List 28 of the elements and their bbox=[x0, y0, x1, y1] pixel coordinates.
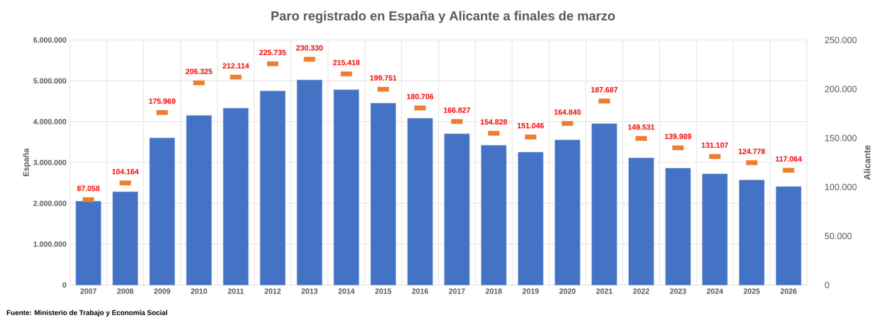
bar bbox=[370, 103, 396, 286]
bar bbox=[112, 192, 138, 286]
bar bbox=[223, 108, 249, 286]
y2-tick-label: 50.000 bbox=[824, 232, 852, 240]
bar bbox=[518, 152, 544, 286]
bar bbox=[296, 80, 322, 286]
y2-tick-label: 250.000 bbox=[824, 36, 857, 44]
bar bbox=[702, 174, 728, 286]
y2-tick-label: 100.000 bbox=[825, 184, 857, 190]
bar bbox=[260, 90, 286, 286]
bar bbox=[407, 118, 433, 286]
bar bbox=[628, 158, 654, 286]
bar bbox=[739, 180, 764, 286]
bar bbox=[76, 201, 102, 286]
bar bbox=[481, 145, 506, 286]
bar bbox=[554, 140, 580, 286]
y2-tick-label: 150.000 bbox=[825, 134, 857, 142]
chart-title: Paro registrado en España y Alicante a finales de marzo bbox=[271, 10, 615, 24]
y2-tick-label: 0 bbox=[824, 282, 830, 288]
bar bbox=[776, 186, 802, 286]
bar bbox=[186, 115, 212, 286]
y2-tick-label: 200.000 bbox=[824, 86, 857, 92]
bar bbox=[665, 168, 691, 286]
y2-axis-title: Alicante bbox=[864, 145, 870, 180]
bar bbox=[592, 124, 618, 286]
bar bbox=[149, 138, 175, 286]
bar bbox=[444, 134, 470, 286]
bar bbox=[334, 90, 360, 286]
